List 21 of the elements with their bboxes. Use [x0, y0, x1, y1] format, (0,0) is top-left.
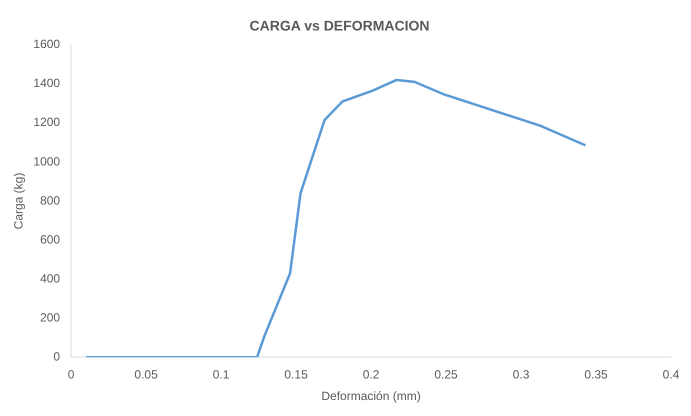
y-tick-label: 800 — [40, 193, 60, 208]
x-tick-label: 0.35 — [584, 368, 608, 382]
y-tick-label: 1600 — [33, 37, 60, 52]
x-tick-label: 0.25 — [434, 368, 458, 382]
y-tick-label: 0 — [53, 350, 60, 364]
y-tick-label: 400 — [40, 271, 60, 286]
x-tick-label: 0.4 — [662, 368, 680, 382]
x-tick-label: 0.3 — [512, 368, 530, 382]
y-tick-label: 1000 — [33, 154, 60, 168]
x-axis-title: Deformación (mm) — [321, 389, 421, 404]
y-tick-label: 1200 — [33, 115, 60, 130]
x-tick-label: 0.1 — [212, 368, 230, 382]
chart-title: CARGA vs DEFORMACION — [250, 17, 430, 34]
x-tick-label: 0 — [68, 368, 75, 382]
x-tick-label: 0.2 — [362, 368, 380, 382]
x-tick-label: 0.05 — [134, 368, 158, 382]
y-tick-label: 600 — [40, 232, 60, 246]
y-axis-title: Carga (kg) — [12, 172, 26, 230]
y-tick-label: 200 — [40, 310, 60, 324]
y-tick-label: 1400 — [33, 76, 60, 90]
x-tick-label: 0.15 — [284, 368, 308, 382]
